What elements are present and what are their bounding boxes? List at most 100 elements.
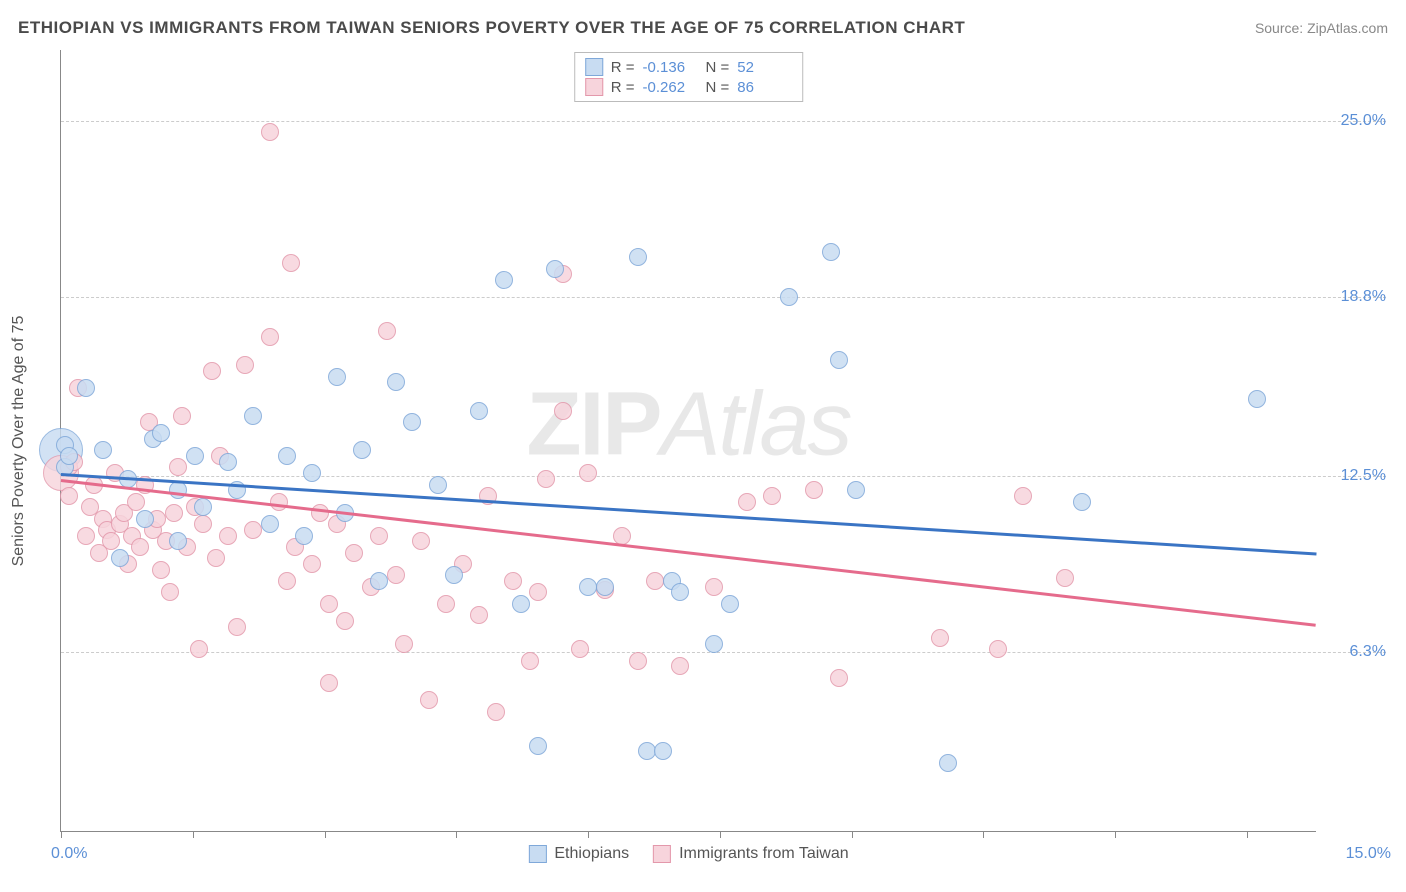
scatter-point bbox=[173, 407, 191, 425]
scatter-point bbox=[186, 447, 204, 465]
scatter-point bbox=[847, 481, 865, 499]
scatter-point bbox=[512, 595, 530, 613]
watermark: ZIPAtlas bbox=[526, 373, 850, 476]
scatter-point bbox=[244, 407, 262, 425]
scatter-point bbox=[311, 504, 329, 522]
r-value: -0.262 bbox=[643, 79, 698, 96]
scatter-point bbox=[780, 288, 798, 306]
scatter-point bbox=[931, 629, 949, 647]
chart-source: Source: ZipAtlas.com bbox=[1255, 20, 1388, 36]
scatter-point bbox=[529, 583, 547, 601]
scatter-point bbox=[805, 481, 823, 499]
series-swatch-icon bbox=[585, 58, 603, 76]
scatter-point bbox=[353, 441, 371, 459]
scatter-point bbox=[152, 424, 170, 442]
scatter-point bbox=[261, 123, 279, 141]
scatter-point bbox=[60, 487, 78, 505]
scatter-point bbox=[654, 742, 672, 760]
scatter-point bbox=[470, 606, 488, 624]
y-tick-label: 12.5% bbox=[1326, 467, 1386, 485]
y-tick-label: 6.3% bbox=[1326, 643, 1386, 661]
scatter-point bbox=[207, 549, 225, 567]
scatter-point bbox=[219, 453, 237, 471]
scatter-point bbox=[282, 254, 300, 272]
x-tick bbox=[852, 831, 853, 838]
scatter-point bbox=[1014, 487, 1032, 505]
scatter-point bbox=[939, 754, 957, 772]
y-tick-label: 18.8% bbox=[1326, 288, 1386, 306]
scatter-point bbox=[169, 532, 187, 550]
series-swatch-icon bbox=[585, 78, 603, 96]
scatter-point bbox=[638, 742, 656, 760]
scatter-point bbox=[579, 464, 597, 482]
scatter-point bbox=[1056, 569, 1074, 587]
x-tick bbox=[720, 831, 721, 838]
gridline bbox=[61, 297, 1386, 298]
scatter-point bbox=[521, 652, 539, 670]
scatter-point bbox=[387, 566, 405, 584]
scatter-point bbox=[94, 441, 112, 459]
trend-line bbox=[61, 473, 1316, 555]
scatter-point bbox=[303, 555, 321, 573]
scatter-point bbox=[278, 572, 296, 590]
scatter-point bbox=[671, 657, 689, 675]
gridline bbox=[61, 476, 1386, 477]
scatter-point bbox=[60, 447, 78, 465]
scatter-point bbox=[219, 527, 237, 545]
gridline bbox=[61, 121, 1386, 122]
scatter-point bbox=[495, 271, 513, 289]
x-axis-max-label: 15.0% bbox=[1346, 845, 1391, 863]
scatter-point bbox=[830, 669, 848, 687]
scatter-point bbox=[152, 561, 170, 579]
scatter-point bbox=[77, 527, 95, 545]
legend-item: Ethiopians bbox=[528, 845, 629, 863]
scatter-point bbox=[203, 362, 221, 380]
scatter-point bbox=[1073, 493, 1091, 511]
scatter-point bbox=[131, 538, 149, 556]
scatter-point bbox=[721, 595, 739, 613]
scatter-point bbox=[596, 578, 614, 596]
scatter-point bbox=[554, 402, 572, 420]
correlation-legend: R = -0.136 N = 52 R = -0.262 N = 86 bbox=[574, 52, 804, 102]
x-tick bbox=[325, 831, 326, 838]
scatter-point bbox=[445, 566, 463, 584]
scatter-point bbox=[705, 635, 723, 653]
scatter-point bbox=[320, 674, 338, 692]
n-value: 86 bbox=[737, 79, 792, 96]
x-tick bbox=[983, 831, 984, 838]
scatter-point bbox=[270, 493, 288, 511]
scatter-point bbox=[370, 572, 388, 590]
legend-item: Immigrants from Taiwan bbox=[653, 845, 849, 863]
scatter-point bbox=[303, 464, 321, 482]
scatter-point bbox=[420, 691, 438, 709]
scatter-point bbox=[295, 527, 313, 545]
series-swatch-icon bbox=[653, 845, 671, 863]
scatter-point bbox=[194, 515, 212, 533]
scatter-point bbox=[278, 447, 296, 465]
scatter-point bbox=[1248, 390, 1266, 408]
scatter-point bbox=[437, 595, 455, 613]
scatter-point bbox=[336, 612, 354, 630]
y-tick-label: 25.0% bbox=[1326, 112, 1386, 130]
scatter-point bbox=[190, 640, 208, 658]
scatter-point bbox=[127, 493, 145, 511]
x-tick bbox=[61, 831, 62, 838]
scatter-point bbox=[646, 572, 664, 590]
scatter-point bbox=[169, 458, 187, 476]
scatter-point bbox=[194, 498, 212, 516]
scatter-point bbox=[378, 322, 396, 340]
scatter-point bbox=[161, 583, 179, 601]
scatter-point bbox=[738, 493, 756, 511]
scatter-point bbox=[244, 521, 262, 539]
scatter-point bbox=[470, 402, 488, 420]
y-axis-title: Seniors Poverty Over the Age of 75 bbox=[10, 315, 28, 566]
scatter-point bbox=[328, 368, 346, 386]
scatter-point bbox=[111, 549, 129, 567]
scatter-point bbox=[136, 510, 154, 528]
scatter-point bbox=[579, 578, 597, 596]
scatter-point bbox=[571, 640, 589, 658]
series-swatch-icon bbox=[528, 845, 546, 863]
scatter-point bbox=[165, 504, 183, 522]
scatter-point bbox=[546, 260, 564, 278]
series-legend: Ethiopians Immigrants from Taiwan bbox=[528, 845, 848, 863]
